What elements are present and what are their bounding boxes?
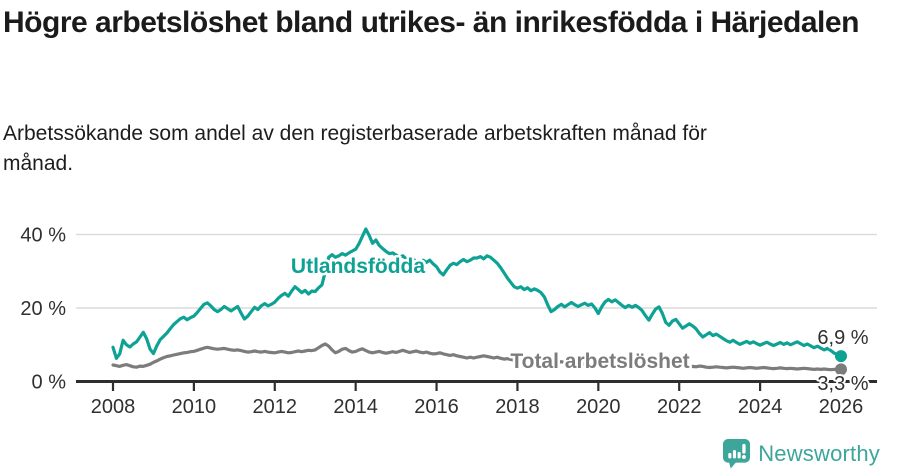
chart-subtitle: Arbetssökande som andel av den registerb… <box>3 122 707 175</box>
x-tick-label-2022: 2022 <box>657 396 702 418</box>
series-label-total-arbetsl-shet: Total arbetslöshet <box>510 350 689 373</box>
end-value-label-1: 3,3 % <box>817 373 868 395</box>
series-line-total-arbetsl-shet <box>111 342 843 372</box>
x-tick-label-2016: 2016 <box>414 396 459 418</box>
brand-name: Newsworthy <box>758 440 880 466</box>
chart-title: Högre arbetslöshet bland utrikes- än inr… <box>3 6 859 39</box>
y-tick-label-20: 20 % <box>20 298 66 320</box>
series-label-utlandsf-dda: Utlandsfödda <box>291 255 425 278</box>
end-value-label-0: 6,9 % <box>817 327 868 349</box>
end-dot-1 <box>834 363 847 376</box>
newsworthy-logo-icon <box>723 439 751 469</box>
x-tick-label-2008: 2008 <box>91 396 136 418</box>
x-tick-label-2024: 2024 <box>738 396 783 418</box>
newsworthy-brand-link[interactable]: Newsworthy <box>722 438 880 469</box>
x-tick-label-2026: 2026 <box>819 396 864 418</box>
y-tick-label-0: 0 % <box>32 372 67 394</box>
x-tick-label-2012: 2012 <box>253 396 298 418</box>
x-tick-label-2018: 2018 <box>495 396 540 418</box>
x-tick-label-2010: 2010 <box>172 396 217 418</box>
x-tick-label-2014: 2014 <box>333 396 378 418</box>
series-line-utlandsf-dda <box>111 227 843 360</box>
end-dot-0 <box>834 350 847 363</box>
y-tick-label-40: 40 % <box>20 225 66 247</box>
x-tick-label-2020: 2020 <box>576 396 621 418</box>
